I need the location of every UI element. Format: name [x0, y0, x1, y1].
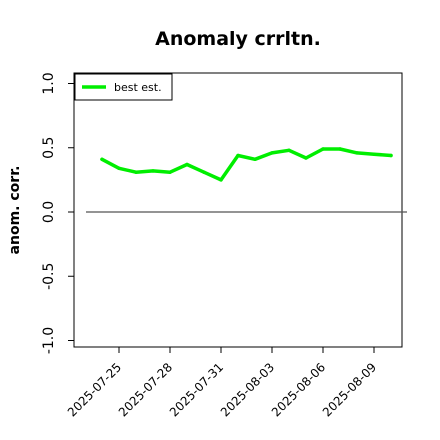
x-tick-label: 2025-08-06: [269, 360, 328, 419]
data-point: [219, 178, 223, 182]
data-point: [168, 170, 172, 174]
data-point: [321, 147, 325, 151]
data-point: [389, 153, 393, 158]
data-point: [185, 162, 189, 167]
y-tick-label: 0.5: [41, 137, 57, 159]
plot-frame: [73, 72, 403, 348]
data-point: [151, 169, 155, 173]
data-point: [304, 156, 308, 160]
y-axis-label: anom. corr.: [7, 166, 23, 255]
data-point: [134, 170, 138, 174]
x-tick-label: 2025-08-09: [320, 360, 379, 419]
data-point: [287, 148, 291, 152]
series-line-0: [100, 147, 393, 182]
x-tick-label: 2025-07-25: [65, 360, 124, 419]
data-point: [253, 157, 257, 161]
legend: best est.: [74, 73, 173, 101]
y-tick-label: -1.0: [41, 327, 57, 354]
x-tick-label: 2025-07-31: [167, 360, 226, 419]
data-point: [372, 152, 376, 156]
data-point: [338, 147, 342, 151]
data-point: [236, 153, 240, 158]
data-point: [355, 151, 359, 155]
y-tick-label: -0.5: [41, 263, 57, 290]
legend-label-best-est: best est.: [114, 81, 162, 94]
data-point: [202, 170, 206, 174]
x-tick-label: 2025-07-28: [116, 360, 175, 419]
y-tick-label: 0.0: [41, 201, 57, 223]
chart-title: Anomaly crrltn.: [155, 28, 321, 50]
data-point: [270, 151, 274, 155]
data-point: [100, 157, 104, 161]
data-point: [117, 166, 121, 170]
x-tick-label: 2025-08-03: [218, 360, 277, 419]
y-tick-label: 1.0: [41, 72, 57, 94]
